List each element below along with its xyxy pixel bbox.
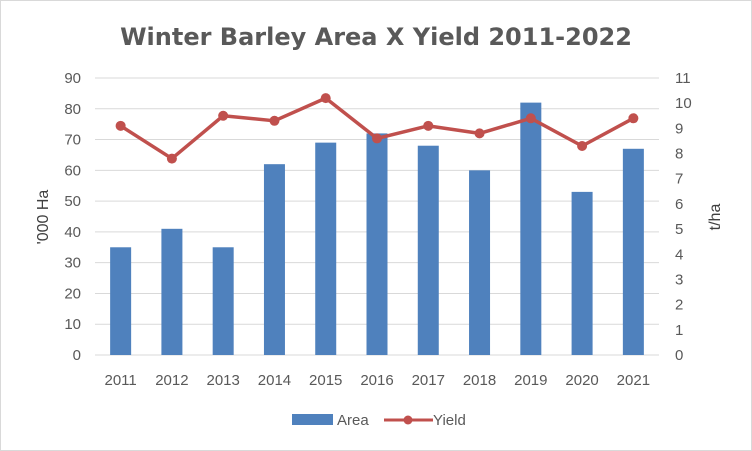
x-tick-label: 2012 — [155, 372, 188, 389]
x-tick-label: 2019 — [514, 372, 547, 389]
yield-point — [320, 93, 331, 104]
y2-tick-label: 4 — [675, 246, 683, 263]
legend-area-swatch — [292, 414, 333, 425]
y2-tick-label: 1 — [675, 322, 683, 339]
y2-tick-label: 3 — [675, 271, 683, 288]
yield-point — [577, 140, 588, 151]
y2-tick-label: 2 — [675, 297, 683, 314]
y2-tick-label: 6 — [675, 196, 683, 213]
area-bar — [622, 148, 644, 355]
legend-area-label: Area — [337, 412, 369, 429]
yield-point — [628, 113, 639, 124]
x-tick-label: 2016 — [360, 372, 393, 389]
area-bar — [520, 102, 542, 355]
yield-point — [166, 153, 177, 164]
x-tick-label: 2020 — [565, 372, 598, 389]
yield-point — [115, 120, 126, 131]
right-axis-ticks: 0 1 2 3 4 5 6 7 8 9 10 11 — [675, 70, 692, 364]
area-bar — [469, 170, 491, 355]
area-bar — [571, 191, 593, 355]
yield-point — [474, 128, 485, 139]
x-tick-label: 2013 — [206, 372, 239, 389]
area-bar — [366, 133, 388, 355]
y-tick-label: 10 — [64, 316, 81, 333]
y-tick-label: 90 — [64, 70, 81, 87]
y2-tick-label: 0 — [675, 347, 683, 364]
y-tick-label: 20 — [64, 285, 81, 302]
y2-tick-label: 8 — [675, 146, 683, 163]
area-bar — [315, 142, 337, 355]
x-tick-label: 2014 — [258, 372, 291, 389]
x-tick-label: 2021 — [617, 372, 650, 389]
chart-title: Winter Barley Area X Yield 2011-2022 — [120, 23, 632, 51]
left-axis-ticks: 0 10 20 30 40 50 60 70 80 90 — [64, 70, 81, 364]
y-tick-label: 40 — [64, 224, 81, 241]
x-tick-label: 2018 — [463, 372, 496, 389]
y2-tick-label: 10 — [675, 95, 692, 112]
legend-yield-marker — [403, 415, 413, 425]
x-tick-label: 2017 — [412, 372, 445, 389]
legend-yield-label: Yield — [433, 412, 466, 429]
area-bar — [212, 247, 234, 355]
y2-tick-label: 9 — [675, 120, 683, 137]
y-tick-label: 30 — [64, 255, 81, 272]
y-tick-label: 0 — [73, 347, 81, 364]
area-bar — [263, 164, 285, 355]
right-axis-label: t/ha — [707, 204, 724, 231]
y-tick-label: 50 — [64, 193, 81, 210]
x-axis-ticks: 2011 2012 2013 2014 2015 2016 2017 2018 2019 2020… — [105, 372, 651, 389]
yield-point — [218, 110, 229, 121]
area-bar — [161, 228, 183, 355]
y-tick-label: 60 — [64, 162, 81, 179]
legend: Area Yield — [292, 412, 466, 429]
y2-tick-label: 11 — [675, 70, 691, 87]
area-bar — [417, 145, 439, 355]
x-tick-label: 2015 — [309, 372, 342, 389]
area-bar — [110, 247, 132, 355]
yield-point — [269, 115, 280, 126]
y2-tick-label: 7 — [675, 171, 683, 188]
y-tick-label: 70 — [64, 132, 81, 149]
yield-point — [423, 120, 434, 131]
yield-line — [115, 93, 639, 164]
yield-point — [372, 133, 382, 144]
y2-tick-label: 5 — [675, 221, 683, 238]
area-bars — [110, 102, 644, 355]
x-tick-label: 2011 — [105, 372, 137, 389]
yield-point — [525, 113, 536, 124]
y-tick-label: 80 — [64, 101, 81, 118]
left-axis-label: '000 Ha — [35, 190, 52, 245]
